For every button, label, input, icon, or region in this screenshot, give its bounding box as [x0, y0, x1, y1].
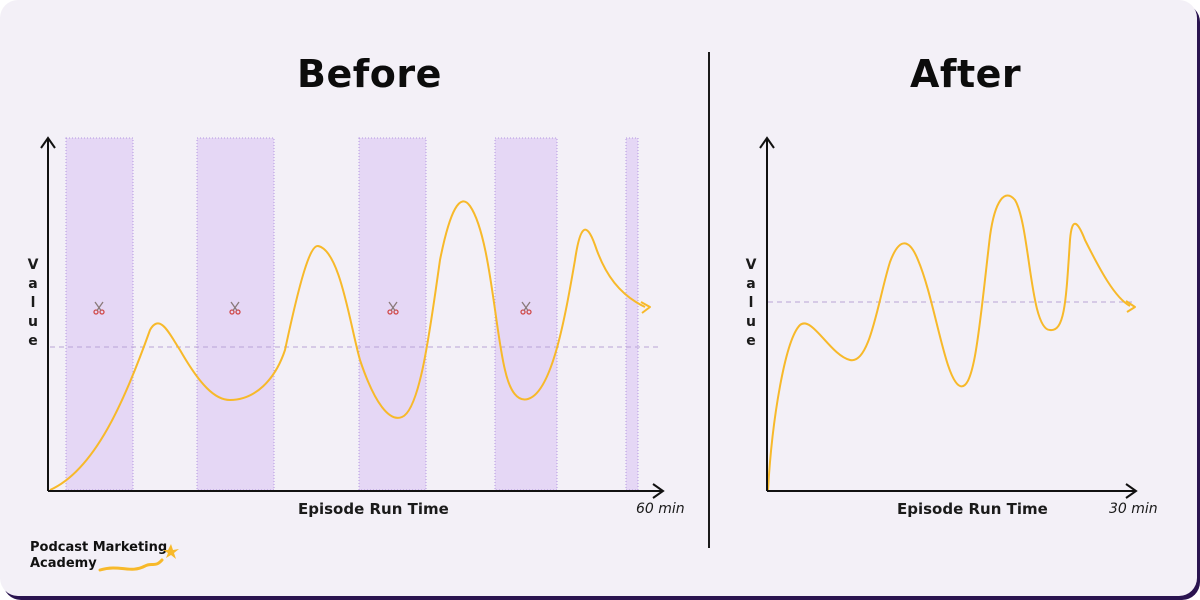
after-xmax-label: 30 min: [1109, 501, 1158, 517]
scissors-icon: [520, 301, 532, 315]
before-ylabel: V a l u e: [26, 256, 40, 351]
logo-underline-swoosh-icon: [98, 544, 179, 572]
cut-region: [494, 137, 558, 491]
ylabel-letter: l: [30, 295, 36, 311]
logo-text: Podcast Marketing Academy: [30, 540, 167, 572]
after-xlabel: Episode Run Time: [897, 500, 1048, 518]
after-ylabel: V a l u e: [744, 256, 758, 351]
logo-line2: Academy: [30, 556, 97, 571]
ylabel-letter: V: [27, 257, 39, 273]
before-xlabel: Episode Run Time: [298, 500, 449, 518]
after-value-curve: [767, 194, 1131, 491]
ylabel-letter: u: [28, 314, 38, 330]
before-curve-arrowhead: [640, 301, 651, 314]
cut-region: [196, 137, 275, 491]
ylabel-letter: V: [745, 257, 757, 273]
ylabel-letter: l: [748, 295, 754, 311]
after-title: After: [910, 52, 1022, 96]
before-title: Before: [297, 52, 442, 96]
cut-region: [625, 137, 639, 491]
before-xmax-label: 60 min: [636, 501, 685, 517]
before-scissors: [93, 301, 532, 315]
logo-line1: Podcast Marketing: [30, 540, 168, 555]
ylabel-letter: a: [746, 276, 756, 292]
scissors-icon: [229, 301, 241, 315]
after-curve-arrowhead: [1125, 300, 1136, 313]
before-axes: [40, 136, 665, 499]
before-cut-regions: [65, 137, 639, 491]
panel-divider: [708, 52, 710, 548]
cut-region: [65, 137, 134, 491]
ylabel-letter: u: [746, 314, 756, 330]
ylabel-letter: a: [28, 276, 38, 292]
podcast-marketing-academy-logo: Podcast Marketing Academy: [30, 540, 200, 580]
cut-region: [358, 137, 427, 491]
scissors-icon: [93, 301, 105, 315]
ylabel-letter: e: [28, 333, 38, 349]
after-axes: [759, 136, 1138, 499]
logo-star-icon: [163, 544, 179, 559]
scissors-icon: [387, 301, 399, 315]
before-value-curve: [49, 200, 646, 491]
ylabel-letter: e: [746, 333, 756, 349]
